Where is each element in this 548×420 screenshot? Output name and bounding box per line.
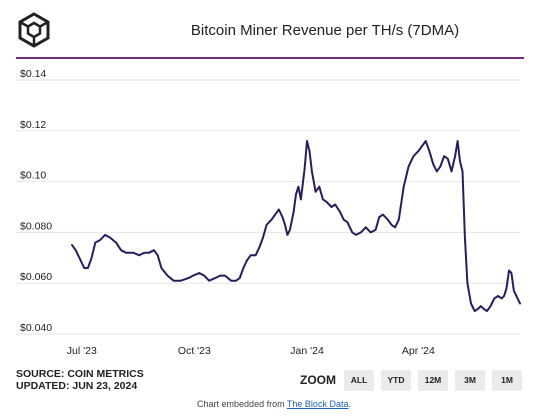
- zoom-12m-button[interactable]: 12M: [418, 369, 448, 391]
- chart-header: Bitcoin Miner Revenue per TH/s (7DMA): [0, 0, 548, 59]
- header-divider: [16, 57, 524, 59]
- embed-text: Chart embedded from: [197, 399, 287, 409]
- y-tick-label: $0.12: [20, 119, 46, 131]
- y-tick-label: $0.060: [20, 271, 52, 283]
- zoom-controls: ZOOM ALL YTD 12M 3M 1M: [300, 369, 529, 391]
- updated-text: UPDATED: JUN 23, 2024: [16, 380, 138, 392]
- x-tick-label: Apr '24: [402, 345, 435, 357]
- y-tick-label: $0.040: [20, 322, 52, 334]
- embed-suffix: .: [348, 399, 351, 409]
- chart-title: Bitcoin Miner Revenue per TH/s (7DMA): [190, 22, 460, 39]
- series-line: [71, 140, 521, 313]
- zoom-1m-button[interactable]: 1M: [492, 369, 522, 391]
- cube-logo-icon: [18, 12, 50, 48]
- source-block: SOURCE: COIN METRICS UPDATED: JUN 23, 20…: [16, 368, 144, 392]
- y-tick-label: $0.14: [20, 68, 46, 80]
- y-tick-label: $0.10: [20, 170, 46, 182]
- source-text: SOURCE: COIN METRICS: [16, 368, 144, 380]
- zoom-ytd-button[interactable]: YTD: [381, 369, 411, 391]
- y-tick-label: $0.080: [20, 220, 52, 232]
- x-tick-label: Jul '23: [67, 345, 97, 357]
- line-chart: $0.040 $0.060 $0.080 $0.10 $0.12 $0.14 Jul '23…: [16, 68, 521, 357]
- zoom-3m-button[interactable]: 3M: [455, 369, 485, 391]
- x-tick-label: Oct '23: [178, 345, 211, 357]
- zoom-all-button[interactable]: ALL: [344, 369, 374, 391]
- zoom-label: ZOOM: [300, 373, 336, 387]
- the-block-data-link[interactable]: The Block Data: [286, 399, 349, 409]
- embed-credit: Chart embedded from The Block Data.: [0, 399, 548, 409]
- x-tick-label: Jan '24: [290, 345, 324, 357]
